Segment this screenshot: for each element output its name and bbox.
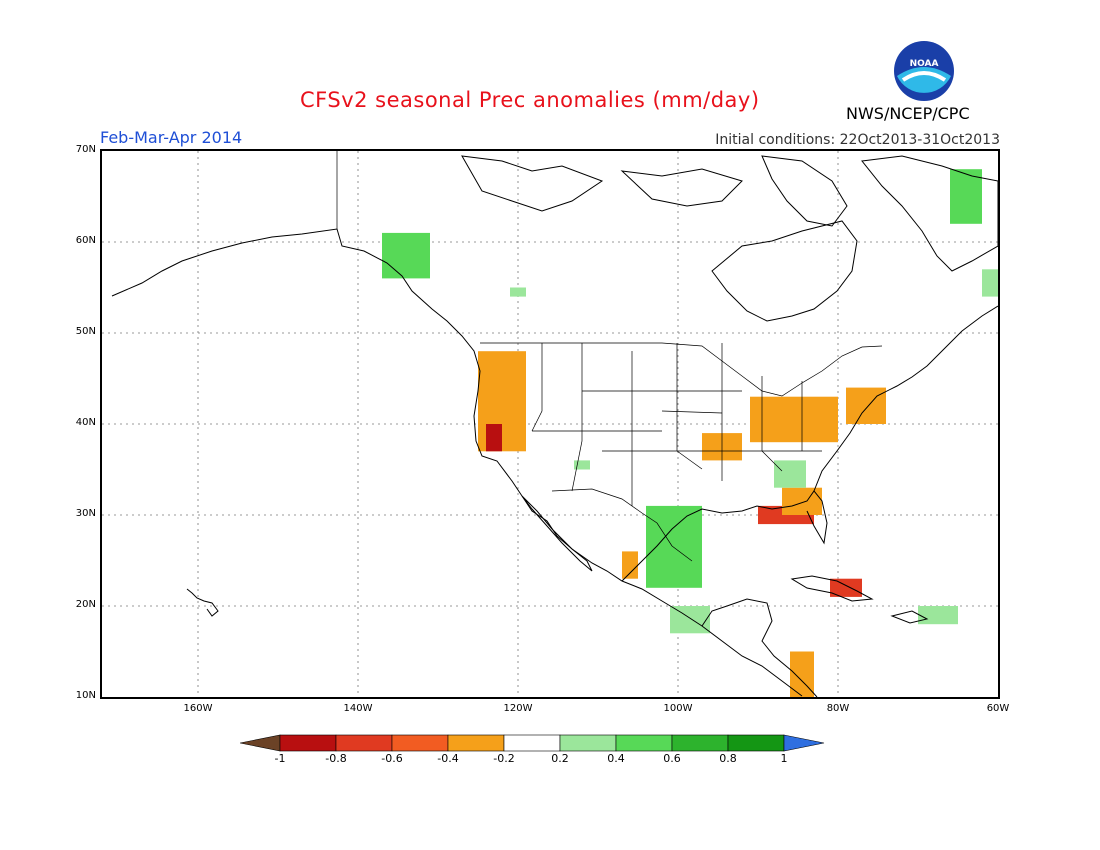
grid-lines: [102, 151, 998, 697]
lat-tick-label: 40N: [75, 417, 96, 428]
lon-tick-label: 100W: [663, 703, 693, 714]
anomaly-alaska-panhandle-wet: [382, 232, 430, 279]
colorbar-segment: [503, 734, 561, 752]
colorbar-label: 0.4: [607, 752, 625, 765]
colorbar-segment: [727, 734, 785, 752]
anomaly-northeast-dry: [846, 387, 886, 424]
lat-tick-label: 20N: [75, 599, 96, 610]
colorbar-label: 0.8: [719, 752, 737, 765]
colorbar-label: 1: [780, 752, 788, 765]
us-canada-border: [480, 342, 883, 397]
anomaly-great-lakes-ohio-dry: [750, 396, 838, 443]
state-lines: [531, 343, 822, 506]
anomaly-carolinas-wet: [774, 460, 806, 488]
initial-conditions: Initial conditions: 22Oct2013-31Oct2013: [715, 132, 1000, 148]
lat-tick-label: 10N: [75, 690, 96, 701]
colorbar-label: -0.4: [437, 752, 459, 765]
anomaly-layer: [382, 169, 998, 697]
colorbar-label: -0.2: [493, 752, 515, 765]
anomaly-mexico-pacific-dry: [622, 551, 638, 579]
colorbar-label: 0.6: [663, 752, 681, 765]
lat-tick-label: 70N: [75, 144, 96, 155]
noaa-logo-text: NOAA: [910, 59, 939, 69]
hispaniola: [890, 610, 929, 624]
anomaly-southeast-dry: [782, 487, 822, 515]
anomaly-labrador-wet: [950, 169, 982, 224]
political-borders: [336, 151, 883, 562]
anomaly-texas-mexico-wet: [646, 505, 702, 588]
colorbar: [240, 734, 825, 752]
colorbar-segment: [671, 734, 729, 752]
east-coast: [813, 305, 998, 492]
lat-tick-label: 50N: [75, 326, 96, 337]
noaa-logo: NOAA: [894, 41, 954, 101]
colorbar-label: 0.2: [551, 752, 569, 765]
colorbar-segment: [335, 734, 393, 752]
gulf-coast: [621, 490, 828, 582]
colorbar-label: -0.8: [325, 752, 347, 765]
yucatan-central-america: [701, 598, 818, 697]
lon-tick-label: 80W: [826, 703, 850, 714]
cuba: [790, 575, 874, 602]
greenland: [861, 155, 998, 272]
arctic-islands-2: [620, 168, 743, 207]
us-mexico-border: [551, 488, 693, 562]
map-frame: [100, 149, 1000, 699]
hudson-bay: [711, 220, 858, 322]
agency-label: NWS/NCEP/CPC: [846, 104, 970, 123]
colorbar-arrow-right: [783, 734, 825, 752]
anomaly-arizona-wet: [574, 460, 590, 470]
chart-title: CFSv2 seasonal Prec anomalies (mm/day): [300, 88, 760, 112]
lon-tick-label: 160W: [183, 703, 213, 714]
lon-tick-label: 120W: [503, 703, 533, 714]
anomaly-puerto-rico-wet: [918, 606, 958, 625]
anomaly-cuba-dry: [830, 578, 862, 597]
lon-tick-label: 60W: [986, 703, 1010, 714]
colorbar-segment: [391, 734, 449, 752]
map-canvas: [102, 151, 998, 697]
anomaly-newfoundland-wet: [982, 269, 998, 297]
anomaly-northern-california-dry: [486, 424, 502, 452]
north-america-coastline: [111, 228, 803, 697]
arctic-islands-1: [461, 155, 604, 212]
colorbar-segment: [447, 734, 505, 752]
forecast-period: Feb-Mar-Apr 2014: [100, 128, 243, 147]
lat-tick-label: 60N: [75, 235, 96, 246]
colorbar-label: -1: [274, 752, 286, 765]
colorbar-segment: [559, 734, 617, 752]
colorbar-segment: [615, 734, 673, 752]
hawaii: [186, 588, 219, 617]
coastline-layer: [111, 155, 998, 697]
baffin-island: [761, 155, 848, 227]
anomaly-canada-west-wet: [510, 287, 526, 297]
lat-tick-label: 30N: [75, 508, 96, 519]
baja-california: [521, 495, 593, 572]
colorbar-segment: [279, 734, 337, 752]
lon-tick-label: 140W: [343, 703, 373, 714]
colorbar-label: -0.6: [381, 752, 403, 765]
colorbar-arrow-left: [240, 734, 281, 752]
anomaly-southeast-mexico-wet: [670, 606, 710, 634]
